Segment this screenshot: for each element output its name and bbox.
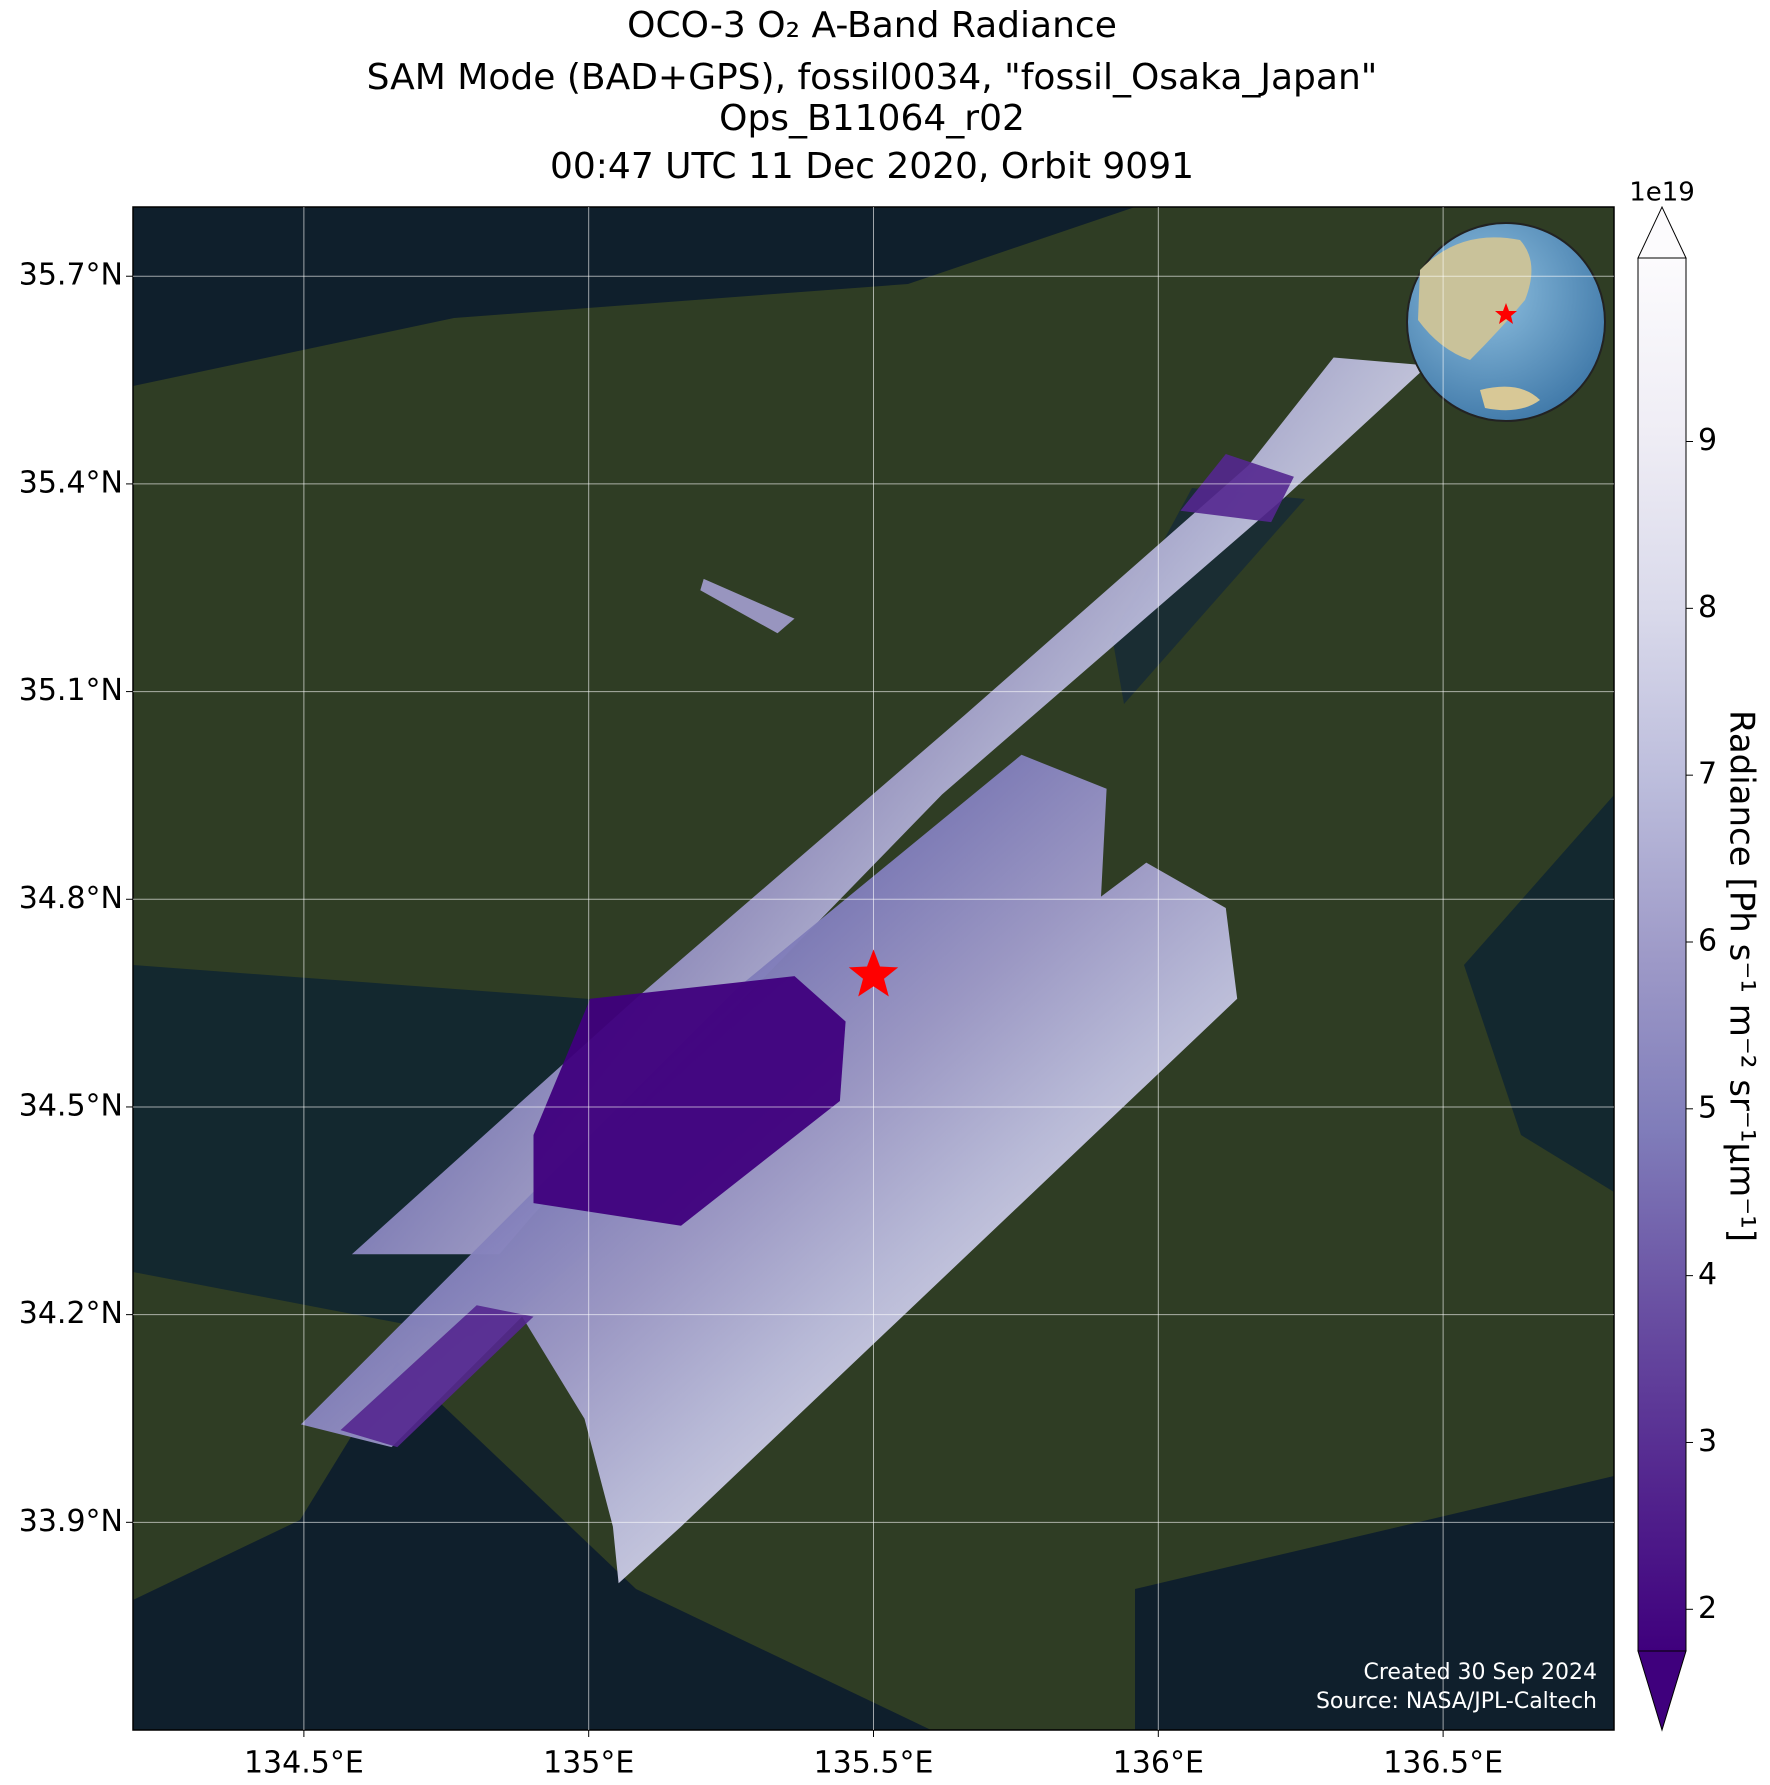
y-tick-label: 34.2°N [19,1296,123,1331]
colorbar-extend [1637,1650,1687,1732]
swath [700,578,795,634]
colorbar-tick-label: 8 [1698,590,1717,625]
colorbar-tick-label: 3 [1698,1424,1717,1459]
y-tick-label: 35.1°N [19,673,123,708]
annotation: Created 30 Sep 2024 [1364,1660,1598,1685]
globe-land [1418,237,1532,360]
chart-title: SAM Mode (BAD+GPS), fossil0034, "fossil_… [367,57,1378,98]
x-tick-label: 136.5°E [1383,1746,1503,1781]
annotation: Source: NASA/JPL-Caltech [1316,1689,1597,1714]
y-tick-label: 34.5°N [19,1088,123,1123]
lake [1112,488,1305,704]
x-tick-label: 134.5°E [244,1746,364,1781]
colorbar [1638,258,1686,1651]
y-tick-label: 34.8°N [19,881,123,916]
x-tick-label: 135°E [543,1746,634,1781]
colorbar-tick-label: 2 [1698,1591,1717,1626]
colorbar-tick-label: 6 [1698,923,1717,958]
swath [1180,454,1294,523]
colorbar-tick-label: 9 [1698,423,1717,458]
colorbar-offset: 1e19 [1629,178,1695,208]
colorbar-extend [1637,205,1687,259]
y-tick-label: 33.9°N [19,1504,123,1539]
swaths [300,357,1428,1584]
chart-title: Ops_B11064_r02 [719,98,1025,139]
y-tick-label: 35.4°N [19,465,123,500]
target-marker [848,949,899,997]
sea [133,1362,931,1730]
chart-title: 00:47 UTC 11 Dec 2020, Orbit 9091 [550,146,1194,187]
x-tick-label: 135.5°E [814,1746,934,1781]
sea [133,207,1135,386]
colorbar-frame [1637,257,1687,1652]
globe-star [1495,303,1517,324]
swath [340,1305,534,1448]
colorbar-tick-label: 4 [1698,1257,1717,1292]
y-tick-label: 35.7°N [19,258,123,293]
globe-land [1480,386,1540,411]
inset-globe [1406,222,1606,422]
chart-title: OCO-3 O₂ A-Band Radiance [627,5,1117,46]
sea [1464,795,1614,1192]
colorbar-tick-label: 5 [1698,1090,1717,1125]
swath [300,754,1238,1584]
x-tick-label: 136°E [1113,1746,1204,1781]
sea [1135,1476,1614,1730]
swath [533,976,846,1226]
colorbar-label: Radiance [Ph s⁻¹ m⁻² sr⁻¹μm⁻¹] [1722,710,1762,1242]
colorbar-tick-label: 7 [1698,757,1717,792]
